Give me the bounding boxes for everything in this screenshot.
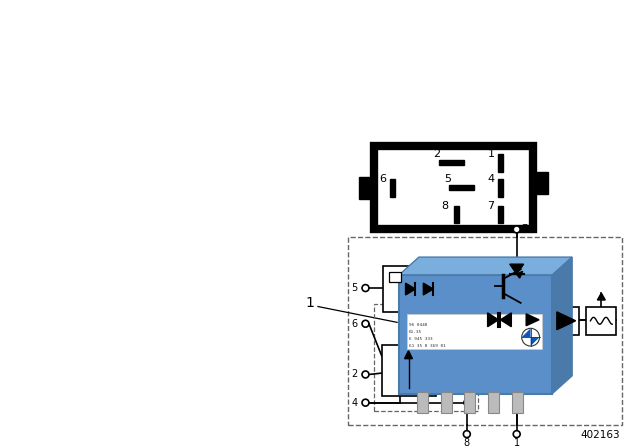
- Bar: [383, 266, 440, 312]
- Bar: [512, 392, 523, 414]
- Bar: [382, 345, 436, 396]
- Text: 61.35: 61.35: [409, 330, 422, 334]
- Circle shape: [513, 431, 520, 438]
- Text: 96 0448: 96 0448: [409, 323, 428, 327]
- Polygon shape: [399, 257, 572, 275]
- Bar: [488, 392, 499, 414]
- Bar: [348, 237, 621, 425]
- Bar: [390, 179, 395, 197]
- Polygon shape: [522, 328, 531, 337]
- Text: 1: 1: [488, 149, 495, 159]
- Bar: [407, 314, 543, 349]
- Circle shape: [362, 371, 369, 378]
- Bar: [553, 307, 579, 335]
- Text: 7: 7: [488, 201, 495, 211]
- Circle shape: [513, 226, 520, 233]
- Bar: [449, 185, 474, 190]
- Text: 6: 6: [351, 319, 358, 329]
- Text: 5: 5: [444, 174, 451, 184]
- Circle shape: [362, 320, 369, 327]
- Bar: [358, 177, 374, 199]
- Text: 8: 8: [441, 201, 448, 211]
- Polygon shape: [597, 293, 605, 300]
- Polygon shape: [526, 314, 539, 326]
- Polygon shape: [516, 271, 523, 278]
- Circle shape: [484, 304, 515, 336]
- Text: 4: 4: [351, 398, 358, 408]
- Bar: [440, 392, 451, 414]
- Circle shape: [463, 431, 470, 438]
- Polygon shape: [552, 257, 572, 393]
- Polygon shape: [510, 264, 524, 274]
- Polygon shape: [406, 283, 415, 295]
- Text: 7: 7: [522, 224, 528, 234]
- Circle shape: [464, 400, 470, 405]
- Bar: [586, 307, 616, 335]
- Polygon shape: [557, 312, 575, 330]
- Polygon shape: [488, 313, 499, 327]
- Bar: [438, 160, 465, 165]
- Text: 5: 5: [351, 283, 358, 293]
- Circle shape: [514, 317, 520, 323]
- Bar: [499, 179, 504, 197]
- Text: 6 945 333: 6 945 333: [409, 337, 433, 341]
- Bar: [499, 206, 504, 224]
- Text: 1: 1: [305, 296, 314, 310]
- Circle shape: [362, 284, 369, 292]
- Text: 6: 6: [379, 174, 386, 184]
- Text: 402163: 402163: [580, 430, 620, 440]
- Circle shape: [497, 317, 502, 323]
- Bar: [374, 304, 477, 410]
- Text: 1: 1: [514, 438, 520, 448]
- Polygon shape: [404, 351, 412, 359]
- Polygon shape: [423, 283, 433, 295]
- Polygon shape: [531, 337, 540, 346]
- Bar: [465, 392, 476, 414]
- Circle shape: [499, 270, 531, 302]
- Bar: [454, 206, 459, 224]
- Bar: [399, 275, 552, 393]
- Text: 2: 2: [351, 370, 358, 379]
- Polygon shape: [500, 313, 511, 327]
- Circle shape: [522, 328, 540, 346]
- Text: 2: 2: [433, 149, 440, 159]
- Bar: [499, 154, 504, 172]
- Bar: [532, 172, 548, 194]
- Text: 4: 4: [488, 174, 495, 184]
- Circle shape: [522, 307, 548, 333]
- Bar: [388, 272, 401, 282]
- Bar: [417, 392, 428, 414]
- Text: 8: 8: [464, 438, 470, 448]
- Bar: [374, 146, 532, 229]
- Text: 61 35 8 369 81: 61 35 8 369 81: [409, 344, 445, 348]
- Circle shape: [362, 399, 369, 406]
